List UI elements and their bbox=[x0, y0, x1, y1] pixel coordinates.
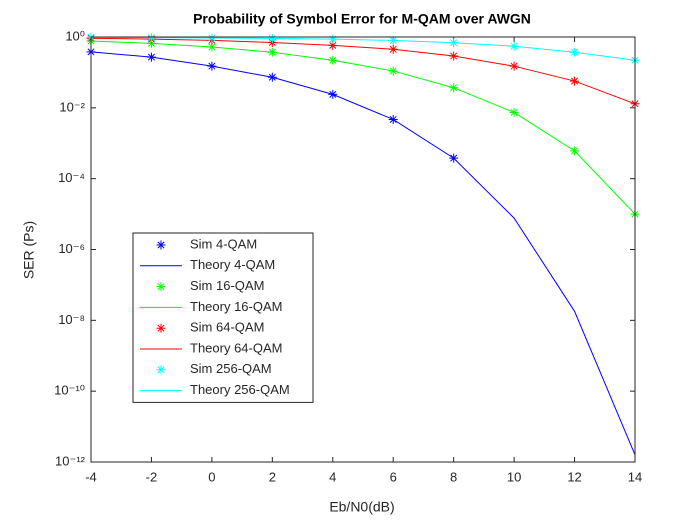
y-tick-label: 10⁰ bbox=[65, 28, 85, 43]
y-tick-label: 10⁻⁴ bbox=[58, 170, 85, 185]
legend-label: Theory 64-QAM bbox=[190, 340, 282, 355]
x-tick-label: -4 bbox=[85, 469, 97, 484]
legend-marker bbox=[156, 323, 166, 333]
x-tick-label: 0 bbox=[208, 469, 215, 484]
x-tick-label: 14 bbox=[628, 469, 642, 484]
legend-label: Sim 64-QAM bbox=[190, 320, 264, 335]
y-tick-label: 10⁻⁶ bbox=[58, 241, 85, 256]
x-tick-label: 6 bbox=[390, 469, 397, 484]
legend-marker bbox=[156, 365, 166, 375]
axes-box bbox=[90, 36, 636, 463]
x-axis-label: Eb/N0(dB) bbox=[329, 499, 394, 515]
x-tick-label: 2 bbox=[269, 469, 276, 484]
legend-label: Sim 256-QAM bbox=[190, 361, 272, 376]
y-tick-label: 10⁻⁸ bbox=[58, 312, 85, 327]
legend-label: Theory 4-QAM bbox=[190, 257, 275, 272]
series-line bbox=[90, 37, 636, 105]
legend-label: Theory 256-QAM bbox=[190, 382, 290, 397]
y-tick-label: 10⁻¹² bbox=[55, 453, 86, 468]
x-tick-label: -2 bbox=[146, 469, 158, 484]
y-axis-label: SER (Ps) bbox=[21, 221, 37, 279]
series-line bbox=[90, 36, 636, 61]
series-line bbox=[90, 51, 636, 455]
y-tick-label: 10⁻² bbox=[59, 99, 85, 114]
x-tick-label: 10 bbox=[507, 469, 521, 484]
legend-box bbox=[132, 232, 314, 403]
legend-label: Sim 16-QAM bbox=[190, 278, 264, 293]
x-tick-label: 8 bbox=[450, 469, 457, 484]
x-tick-label: 4 bbox=[329, 469, 336, 484]
x-tick-label: 12 bbox=[567, 469, 581, 484]
series-line bbox=[90, 40, 636, 215]
legend-marker bbox=[156, 240, 166, 250]
legend-label: Theory 16-QAM bbox=[190, 299, 282, 314]
y-tick-label: 10⁻¹⁰ bbox=[54, 383, 85, 398]
chart-title: Probability of Symbol Error for M-QAM ov… bbox=[193, 11, 531, 27]
legend-marker bbox=[156, 282, 166, 292]
legend: Sim 4-QAM Theory 4-QAM Sim 16-QAM Theory 16… bbox=[132, 232, 314, 403]
legend-label: Sim 4-QAM bbox=[190, 236, 257, 251]
